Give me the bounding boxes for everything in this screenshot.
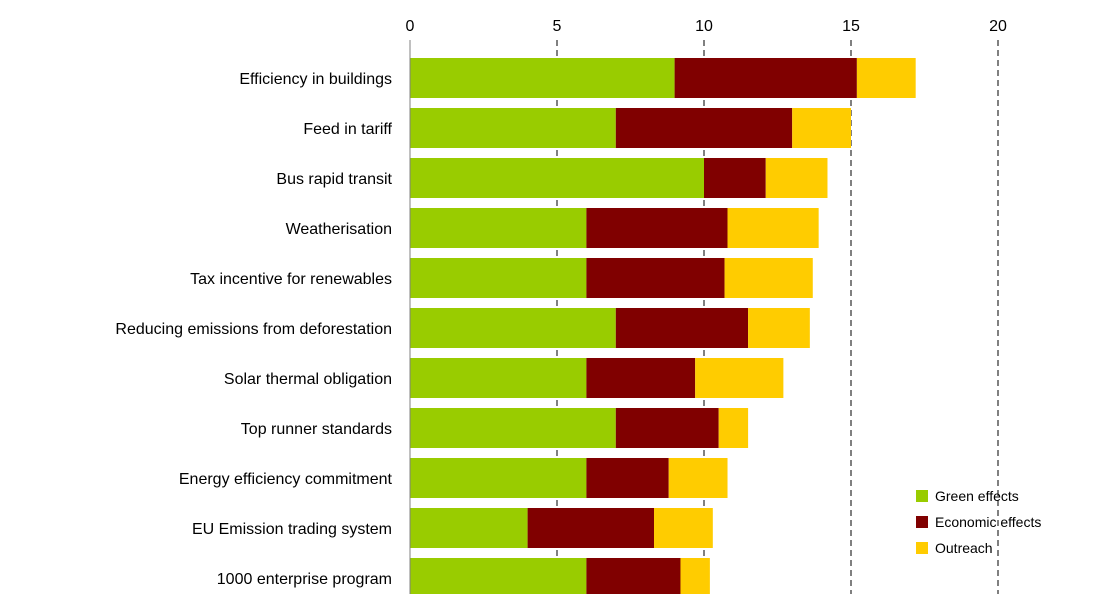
category-label: Bus rapid transit: [276, 171, 392, 188]
bar-segment-green-effects: [410, 358, 587, 398]
bar-segment-green-effects: [410, 308, 616, 348]
bar-segment-economic-effects: [615, 108, 793, 148]
bar-segment-green-effects: [410, 508, 528, 548]
category-label: EU Emission trading system: [192, 521, 392, 538]
bar-segment-outreach: [724, 258, 813, 298]
bar-segment-economic-effects: [615, 308, 749, 348]
axis-layer: 0 5 10 15 20: [406, 18, 1007, 594]
category-label: Weatherisation: [286, 221, 392, 238]
x-tick-label: 15: [842, 18, 860, 35]
legend-label: Outreach: [935, 540, 993, 556]
bar-segment-green-effects: [410, 558, 587, 594]
bar-segment-outreach: [856, 58, 916, 98]
bar-segment-outreach: [748, 308, 810, 348]
bar-segment-economic-effects: [586, 358, 696, 398]
bars-layer: [410, 58, 916, 594]
bar-segment-economic-effects: [704, 158, 766, 198]
bar-segment-outreach: [792, 108, 851, 148]
bar-segment-outreach: [695, 358, 784, 398]
bar-segment-economic-effects: [586, 458, 669, 498]
category-label: Tax incentive for renewables: [190, 271, 392, 288]
category-label: 1000 enterprise program: [217, 571, 392, 588]
bar-segment-outreach: [718, 408, 749, 448]
bar-segment-economic-effects: [586, 558, 681, 594]
category-label: Energy efficiency commitment: [179, 471, 393, 488]
bar-segment-outreach: [668, 458, 728, 498]
category-labels: Efficiency in buildings Feed in tariff Bus…: [115, 71, 392, 588]
legend-swatch: [916, 490, 928, 502]
x-tick-label: 5: [553, 18, 562, 35]
bar-segment-economic-effects: [586, 258, 725, 298]
bar-segment-green-effects: [410, 158, 704, 198]
category-label: Feed in tariff: [303, 121, 392, 138]
legend-label: Economic effects: [935, 514, 1041, 530]
category-label: Reducing emissions from deforestation: [115, 321, 392, 338]
bar-segment-outreach: [680, 558, 710, 594]
bar-segment-green-effects: [410, 208, 587, 248]
x-tick-label: 20: [989, 18, 1007, 35]
bar-segment-economic-effects: [527, 508, 655, 548]
bar-segment-green-effects: [410, 58, 675, 98]
legend-label: Green effects: [935, 488, 1019, 504]
bar-segment-economic-effects: [615, 408, 719, 448]
bar-segment-green-effects: [410, 108, 616, 148]
legend: Green effects Economic effects Outreach: [916, 488, 1041, 556]
bar-segment-green-effects: [410, 258, 587, 298]
category-label: Top runner standards: [241, 421, 392, 438]
x-tick-label: 0: [406, 18, 415, 35]
category-label: Solar thermal obligation: [224, 371, 392, 388]
legend-swatch: [916, 542, 928, 554]
legend-swatch: [916, 516, 928, 528]
category-label: Efficiency in buildings: [239, 71, 392, 88]
bar-segment-green-effects: [410, 458, 587, 498]
bar-segment-outreach: [765, 158, 828, 198]
bar-segment-outreach: [727, 208, 819, 248]
bar-segment-economic-effects: [674, 58, 857, 98]
x-tick-label: 10: [695, 18, 713, 35]
bar-segment-green-effects: [410, 408, 616, 448]
bar-segment-outreach: [654, 508, 713, 548]
bar-segment-economic-effects: [586, 208, 728, 248]
